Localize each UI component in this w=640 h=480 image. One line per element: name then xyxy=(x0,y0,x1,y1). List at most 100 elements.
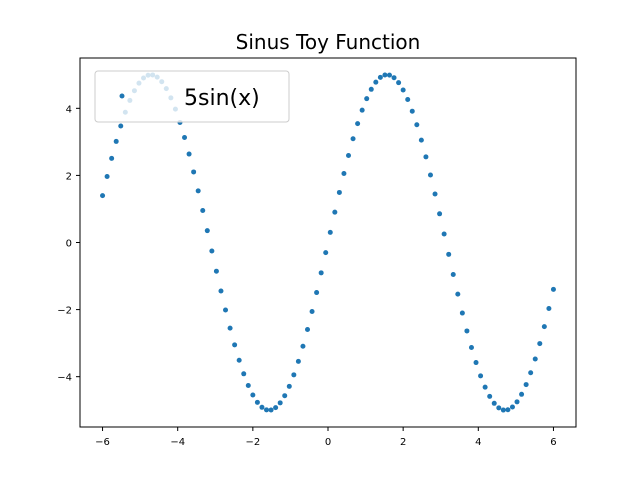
data-point xyxy=(405,97,411,103)
data-point xyxy=(191,169,197,175)
data-point xyxy=(218,288,224,294)
data-point xyxy=(200,208,206,214)
data-point xyxy=(186,151,192,157)
data-point xyxy=(414,122,420,128)
data-point xyxy=(305,327,310,333)
data-point xyxy=(273,405,279,411)
data-point xyxy=(336,189,342,195)
data-point xyxy=(241,371,247,377)
data-point xyxy=(309,309,315,315)
data-point xyxy=(373,79,379,85)
data-point xyxy=(446,251,452,257)
data-point xyxy=(346,152,351,158)
data-point xyxy=(223,307,229,313)
data-point xyxy=(514,399,520,405)
data-point xyxy=(245,382,251,388)
y-tick-label: −2 xyxy=(57,306,72,317)
x-tick-label: 2 xyxy=(400,437,406,448)
data-point xyxy=(541,324,547,330)
data-point xyxy=(418,137,424,143)
data-point xyxy=(113,138,119,144)
data-point xyxy=(550,286,556,292)
data-point xyxy=(532,356,538,362)
data-point xyxy=(314,290,320,296)
chart-title: Sinus Toy Function xyxy=(236,30,421,54)
axes: −6 −4 −2 0 2 4 6 −4 −2 0 2 4 xyxy=(57,57,577,448)
data-point xyxy=(482,384,488,390)
data-point xyxy=(491,400,497,406)
y-tick-label: 2 xyxy=(66,171,72,182)
data-point xyxy=(332,209,338,215)
data-point xyxy=(423,154,429,160)
data-point xyxy=(118,123,124,129)
data-point xyxy=(282,393,288,399)
x-tick-label: −6 xyxy=(95,437,110,448)
data-point xyxy=(355,121,361,127)
data-point xyxy=(391,75,397,81)
data-point xyxy=(236,357,242,363)
data-point xyxy=(455,291,461,297)
y-tick-label: −4 xyxy=(57,373,72,384)
data-point xyxy=(109,155,115,161)
data-point xyxy=(464,328,470,334)
data-point xyxy=(427,172,433,178)
data-point xyxy=(268,407,274,413)
legend-box xyxy=(94,70,290,123)
data-point xyxy=(259,404,265,410)
legend: 5sin(x) xyxy=(94,70,290,123)
data-point xyxy=(537,341,543,347)
data-point xyxy=(496,405,502,411)
data-point xyxy=(377,74,383,80)
data-point xyxy=(291,372,297,378)
data-point xyxy=(264,407,270,413)
legend-marker xyxy=(119,93,125,99)
data-point xyxy=(505,407,511,413)
y-tick-label: 0 xyxy=(66,239,72,250)
data-point xyxy=(254,399,260,405)
data-point xyxy=(195,188,201,194)
data-point xyxy=(478,373,484,379)
data-point xyxy=(300,343,306,349)
data-point xyxy=(277,400,283,406)
data-point xyxy=(227,325,233,331)
data-point xyxy=(182,134,188,140)
data-point xyxy=(473,360,479,366)
data-point xyxy=(528,370,534,376)
data-point xyxy=(459,310,465,316)
data-point xyxy=(468,345,474,351)
data-points xyxy=(100,72,556,413)
data-point xyxy=(441,231,447,237)
data-point xyxy=(209,248,215,254)
data-point xyxy=(213,268,219,274)
data-point xyxy=(327,229,333,235)
data-point xyxy=(100,193,106,199)
data-point xyxy=(382,72,388,78)
data-point xyxy=(368,86,374,92)
data-point xyxy=(500,407,506,413)
data-point xyxy=(432,191,438,197)
data-point xyxy=(350,136,356,142)
data-point xyxy=(450,271,456,277)
x-tick-label: −4 xyxy=(170,437,185,448)
data-point xyxy=(295,358,301,364)
data-point xyxy=(519,391,525,397)
data-point xyxy=(400,87,406,93)
y-tick-label: 4 xyxy=(66,104,72,115)
data-point xyxy=(204,228,210,234)
data-point xyxy=(104,174,110,180)
data-point xyxy=(487,393,493,399)
data-point xyxy=(523,382,529,388)
data-point xyxy=(341,170,347,176)
data-point xyxy=(323,250,329,256)
data-point xyxy=(318,270,324,276)
data-point xyxy=(509,404,515,410)
x-tick-label: 4 xyxy=(475,437,481,448)
data-point xyxy=(386,72,392,78)
data-point xyxy=(396,80,402,86)
data-point xyxy=(286,383,292,389)
data-point xyxy=(359,107,365,113)
x-tick-label: 6 xyxy=(550,437,556,448)
x-tick-label: 0 xyxy=(325,437,331,448)
data-point xyxy=(437,211,443,217)
